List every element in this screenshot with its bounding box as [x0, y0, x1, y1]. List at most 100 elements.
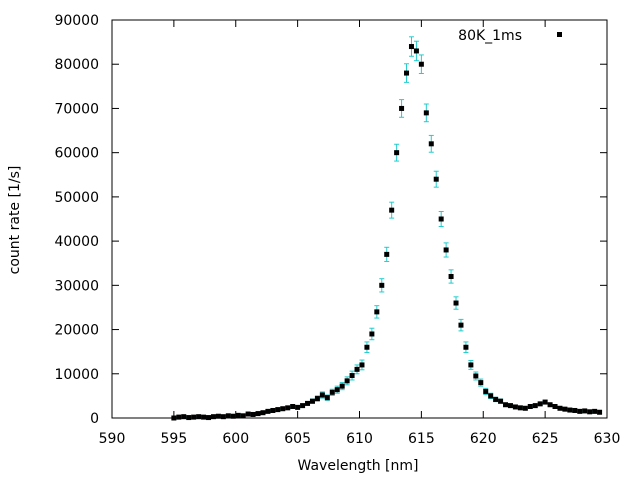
data-point — [433, 176, 439, 182]
data-point — [275, 407, 281, 413]
data-point — [349, 373, 355, 379]
data-point — [225, 413, 231, 419]
data-point — [537, 401, 543, 407]
data-point — [557, 405, 563, 411]
data-point — [245, 411, 251, 417]
data-point — [270, 407, 276, 413]
data-point — [428, 141, 434, 147]
x-tick-label: 610 — [346, 431, 373, 447]
x-tick-label: 620 — [470, 431, 497, 447]
data-point — [215, 413, 221, 419]
data-point — [171, 415, 177, 421]
data-point — [235, 412, 241, 418]
data-point — [443, 247, 449, 253]
x-tick-label: 605 — [284, 431, 311, 447]
data-point — [389, 207, 395, 213]
data-point — [463, 344, 469, 350]
data-point — [418, 61, 424, 67]
data-point — [552, 404, 558, 410]
data-point — [478, 380, 484, 386]
data-point — [314, 396, 320, 402]
data-point — [542, 399, 548, 405]
data-point — [562, 406, 568, 412]
data-point — [473, 373, 479, 379]
x-tick-labels: 590 595 600 605 610 615 620 625 630 — [99, 431, 621, 447]
y-tick-label: 40000 — [54, 234, 99, 250]
data-point — [493, 396, 499, 402]
y-tick-label: 70000 — [54, 101, 99, 117]
data-point — [354, 366, 360, 372]
data-point — [260, 410, 266, 416]
data-point — [309, 398, 315, 404]
data-points — [171, 44, 603, 421]
x-tick-label: 595 — [161, 431, 188, 447]
y-tick-label: 60000 — [54, 146, 99, 162]
data-point — [295, 404, 301, 410]
y-tick-label: 30000 — [54, 278, 99, 294]
data-point — [255, 411, 261, 417]
data-point — [344, 378, 350, 384]
data-point — [577, 408, 583, 414]
data-point — [448, 273, 454, 279]
data-point — [587, 409, 593, 415]
y-tick-label: 90000 — [54, 13, 99, 29]
x-axis-title: Wavelength [nm] — [298, 458, 419, 474]
data-point — [280, 406, 286, 412]
data-point — [319, 392, 325, 398]
data-point — [394, 150, 400, 156]
data-point — [334, 387, 340, 393]
data-point — [399, 105, 405, 111]
data-point — [305, 400, 311, 406]
y-tick-label: 20000 — [54, 323, 99, 339]
data-point — [453, 300, 459, 306]
x-tick-label: 625 — [532, 431, 559, 447]
data-point — [488, 393, 494, 399]
data-point — [413, 48, 419, 54]
data-point — [250, 411, 256, 417]
data-point — [206, 415, 212, 421]
legend-marker — [557, 32, 562, 37]
data-point — [374, 309, 380, 315]
data-point — [582, 408, 588, 414]
y-tick-label: 50000 — [54, 190, 99, 206]
legend: 80K_1ms — [458, 28, 562, 44]
data-point — [329, 389, 335, 395]
data-point — [300, 403, 306, 409]
x-tick-label: 630 — [594, 431, 621, 447]
data-point — [230, 413, 236, 419]
data-point — [210, 414, 216, 420]
x-tick-label: 600 — [222, 431, 249, 447]
x-tick-label: 590 — [99, 431, 126, 447]
legend-label: 80K_1ms — [458, 28, 522, 44]
data-point — [507, 403, 513, 409]
data-point — [567, 407, 573, 413]
y-tick-label: 0 — [90, 411, 99, 427]
axis-ticks — [111, 19, 608, 419]
data-point — [547, 402, 553, 408]
data-point — [220, 414, 226, 420]
data-point — [592, 408, 598, 414]
data-point — [512, 404, 518, 410]
data-point — [498, 398, 504, 404]
x-tick-label: 615 — [408, 431, 435, 447]
data-point — [196, 414, 202, 420]
data-point — [324, 395, 330, 401]
data-point — [532, 403, 538, 409]
data-point — [438, 216, 444, 222]
data-point — [359, 362, 365, 368]
data-point — [572, 407, 578, 413]
y-tick-label: 80000 — [54, 57, 99, 73]
data-point — [176, 414, 182, 420]
data-point — [522, 405, 528, 411]
data-point — [191, 414, 197, 420]
data-point — [339, 383, 345, 389]
data-point — [527, 404, 533, 410]
data-point — [404, 70, 410, 76]
data-point — [364, 344, 370, 350]
y-tick-labels: 0 10000 20000 30000 40000 50000 60000 70000 8000… — [54, 13, 99, 427]
data-point — [408, 44, 414, 50]
data-point — [290, 404, 296, 410]
data-point — [201, 414, 207, 420]
